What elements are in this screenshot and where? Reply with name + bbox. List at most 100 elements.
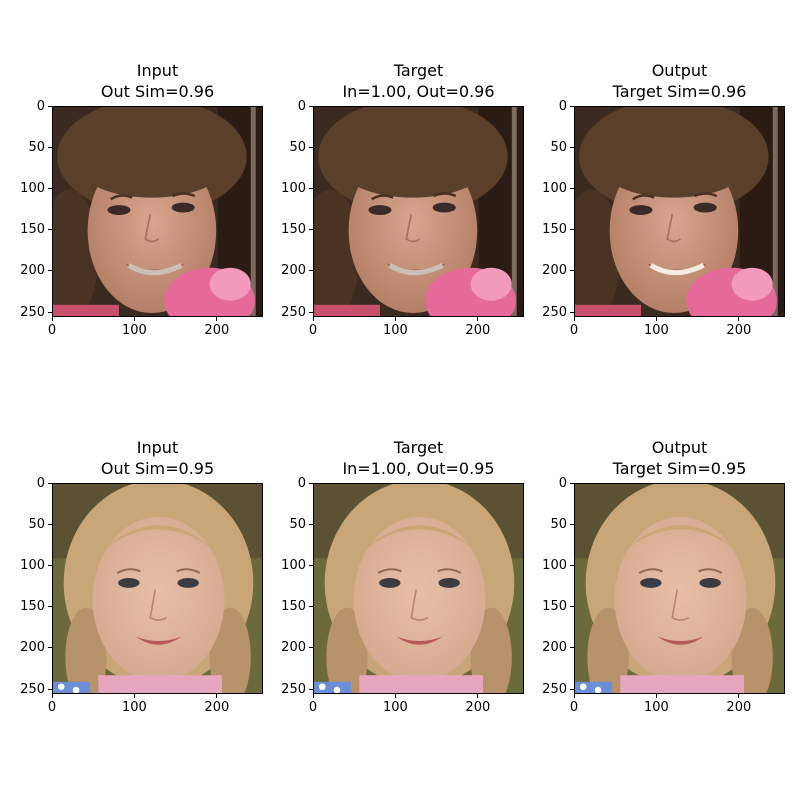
x-tick-label: 100 (383, 700, 408, 715)
x-tick (477, 317, 479, 321)
x-tick (133, 317, 135, 321)
y-tick (570, 311, 574, 313)
face-girl-blonde-braids-output (575, 484, 784, 693)
y-tick (570, 187, 574, 189)
image-frame (52, 106, 263, 317)
y-tick-label: 150 (542, 599, 567, 615)
subplot-title: Input (136, 438, 179, 457)
y-tick (48, 229, 52, 231)
subplot-title: Target (393, 438, 444, 457)
y-tick (48, 606, 52, 608)
y-tick-label: 150 (281, 222, 306, 238)
x-tick-label: 0 (47, 323, 57, 338)
portrait-photo (575, 107, 784, 316)
y-tick-label: 50 (28, 516, 45, 532)
x-tick (216, 317, 218, 321)
x-tick-label: 100 (644, 700, 669, 715)
y-tick (48, 146, 52, 148)
x-tick-label: 100 (122, 700, 147, 715)
subplot-subtitle: Out Sim=0.96 (100, 82, 215, 101)
y-tick-label: 50 (28, 139, 45, 155)
subplot-subtitle: In=1.00, Out=0.96 (342, 82, 495, 101)
y-tick-label: 150 (542, 222, 567, 238)
subplot-subtitle: Target Sim=0.96 (612, 82, 747, 101)
y-tick (570, 647, 574, 649)
image-frame (313, 106, 524, 317)
y-tick (309, 146, 313, 148)
portrait-photo (53, 484, 262, 693)
y-tick-label: 0 (36, 475, 45, 491)
y-tick-label: 50 (550, 516, 567, 532)
image-frame (574, 106, 785, 317)
y-tick (48, 688, 52, 690)
y-tick (309, 229, 313, 231)
y-tick (570, 482, 574, 484)
y-tick-label: 200 (281, 263, 306, 279)
x-tick-label: 0 (308, 323, 318, 338)
y-tick-label: 100 (20, 557, 45, 573)
x-tick (216, 694, 218, 698)
subplot-subtitle: Out Sim=0.95 (100, 459, 215, 478)
y-tick (48, 564, 52, 566)
x-tick-label: 0 (47, 700, 57, 715)
x-tick (51, 694, 53, 698)
y-tick (570, 606, 574, 608)
subplot-title: Output (651, 438, 708, 457)
subplot-title: Input (136, 61, 179, 80)
y-tick-label: 100 (20, 180, 45, 196)
y-tick-label: 250 (20, 304, 45, 320)
x-tick-label: 200 (726, 323, 752, 338)
y-tick-label: 100 (281, 180, 306, 196)
y-tick-label: 0 (297, 475, 306, 491)
portrait-photo (53, 107, 262, 316)
x-tick-label: 200 (465, 700, 491, 715)
y-tick-label: 100 (542, 557, 567, 573)
y-tick (570, 688, 574, 690)
y-tick-label: 100 (542, 180, 567, 196)
x-tick-label: 0 (569, 323, 579, 338)
x-tick (573, 694, 575, 698)
y-tick (309, 564, 313, 566)
subplot-title: Target (393, 61, 444, 80)
y-tick-label: 100 (281, 557, 306, 573)
x-tick (133, 694, 135, 698)
y-tick-label: 0 (558, 98, 567, 114)
x-tick (738, 694, 740, 698)
y-tick-label: 250 (542, 681, 567, 697)
y-tick (570, 564, 574, 566)
y-tick (309, 606, 313, 608)
x-tick-label: 200 (204, 700, 230, 715)
y-tick-label: 150 (20, 222, 45, 238)
y-tick (309, 482, 313, 484)
x-tick-label: 200 (204, 323, 230, 338)
image-frame (52, 483, 263, 694)
y-tick (570, 523, 574, 525)
y-tick-label: 50 (289, 516, 306, 532)
y-tick-label: 250 (281, 304, 306, 320)
subplot-subtitle: In=1.00, Out=0.95 (342, 459, 495, 478)
y-tick (48, 647, 52, 649)
y-tick-label: 200 (20, 640, 45, 656)
x-tick-label: 200 (465, 323, 491, 338)
y-tick-label: 200 (281, 640, 306, 656)
image-frame (574, 483, 785, 694)
y-tick-label: 50 (550, 139, 567, 155)
y-tick-label: 0 (297, 98, 306, 114)
y-tick (570, 229, 574, 231)
y-tick-label: 0 (558, 475, 567, 491)
y-tick (48, 105, 52, 107)
y-tick (48, 523, 52, 525)
y-tick-label: 250 (281, 681, 306, 697)
image-frame (313, 483, 524, 694)
y-tick (309, 311, 313, 313)
portrait-photo (314, 484, 523, 693)
x-tick (655, 694, 657, 698)
y-tick (570, 270, 574, 272)
face-girl-braces-dark-hair-output (575, 107, 784, 316)
y-tick (570, 146, 574, 148)
x-tick (312, 317, 314, 321)
y-tick (309, 187, 313, 189)
y-tick (309, 523, 313, 525)
x-tick (51, 317, 53, 321)
portrait-photo (314, 107, 523, 316)
